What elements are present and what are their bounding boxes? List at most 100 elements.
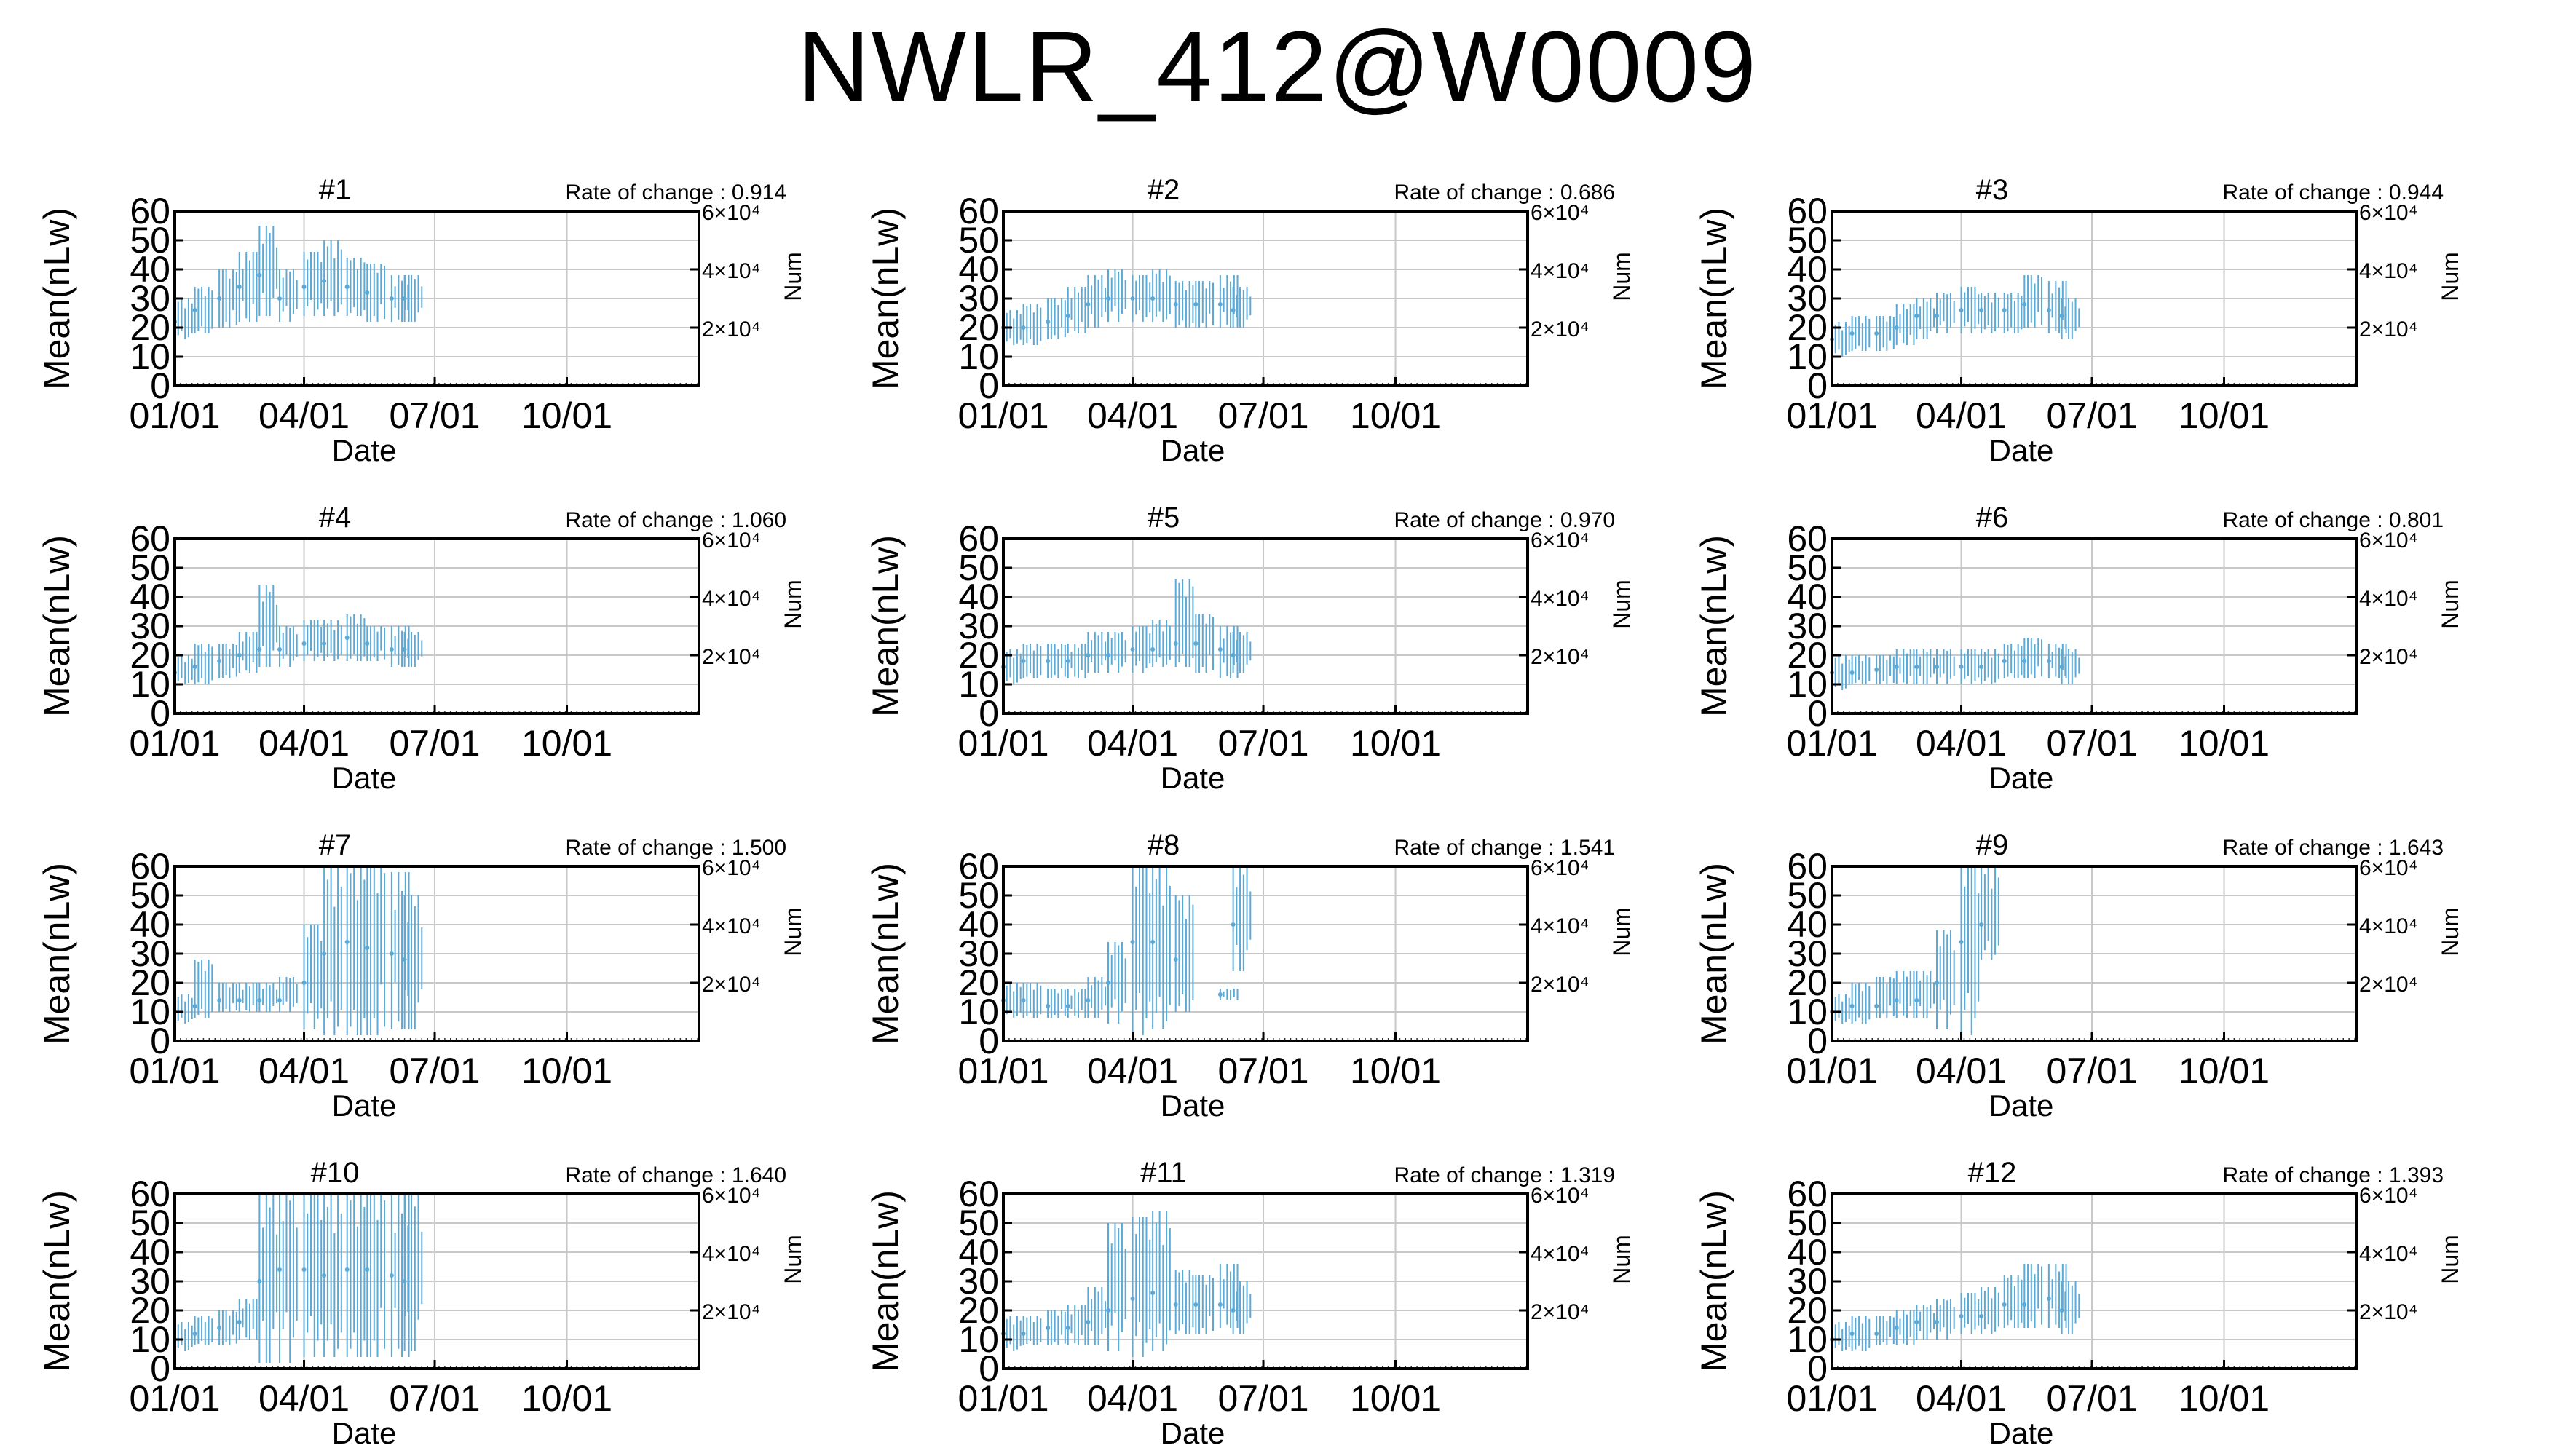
y-tick-label: 60 [958, 1174, 999, 1214]
y-tick-label: 40 [1787, 1232, 1828, 1273]
y-tick-label: 60 [958, 846, 999, 887]
y2-axis-label: Num [780, 907, 806, 957]
data-point [1150, 296, 1156, 301]
data-point [301, 1267, 307, 1272]
y-tick-label: 10 [1787, 992, 1828, 1032]
x-tick-label: 01/01 [129, 395, 220, 436]
data-point [1173, 957, 1178, 962]
y-tick-label: 40 [130, 1232, 170, 1273]
y2-axis-label: Num [2437, 907, 2463, 957]
panel-title: #3 [1976, 174, 2009, 206]
y-tick-label: 40 [1787, 249, 1828, 290]
y2-tick-label: 2×10⁴ [702, 973, 760, 997]
x-axis-label: Date [1989, 1088, 2054, 1123]
data-point [192, 1004, 197, 1008]
data-point [365, 1267, 370, 1272]
x-tick-label: 10/01 [521, 1378, 612, 1419]
y-tick-label: 30 [130, 1261, 170, 1302]
data-point [1894, 325, 1899, 330]
y2-tick-label: 4×10⁴ [702, 587, 760, 611]
rate-of-change-label: Rate of change : 0.914 [565, 181, 786, 205]
data-point [344, 940, 350, 944]
x-tick-label: 01/01 [957, 1378, 1049, 1419]
x-tick-label: 04/01 [1087, 1378, 1178, 1419]
data-point [1106, 296, 1110, 301]
y2-tick-label: 4×10⁴ [702, 259, 760, 283]
y2-tick-label: 4×10⁴ [1531, 587, 1589, 611]
data-point [217, 998, 222, 1002]
y-tick-label: 10 [958, 1319, 999, 1360]
panel-title: #12 [1968, 1157, 2017, 1189]
x-tick-label: 04/01 [1916, 1378, 2007, 1419]
data-point [1065, 1326, 1070, 1330]
data-point [237, 998, 242, 1002]
data-point [1086, 998, 1091, 1002]
data-point [1874, 668, 1879, 672]
data-point [1217, 992, 1223, 997]
y-tick-label: 30 [958, 933, 999, 974]
x-tick-label: 10/01 [521, 395, 612, 436]
data-point [2002, 659, 2007, 663]
x-tick-label: 04/01 [1916, 1051, 2007, 1091]
data-point [217, 1326, 222, 1330]
y-axis-label: Mean(nLw) [1694, 863, 1734, 1045]
data-point [1217, 647, 1223, 652]
data-point [1046, 320, 1051, 324]
y-tick-label: 40 [958, 577, 999, 617]
y2-tick-label: 4×10⁴ [1531, 914, 1589, 938]
data-point [1193, 641, 1198, 646]
y-tick-label: 20 [130, 1290, 170, 1331]
y-tick-label: 30 [130, 278, 170, 319]
y-tick-label: 20 [130, 307, 170, 348]
x-tick-label: 04/01 [1087, 723, 1178, 764]
y2-tick-label: 2×10⁴ [2359, 645, 2417, 669]
y-axis-label: Mean(nLw) [36, 207, 77, 389]
y2-tick-label: 6×10⁴ [1531, 856, 1589, 880]
y-tick-label: 30 [958, 1261, 999, 1302]
y-tick-label: 20 [1787, 307, 1828, 348]
rate-of-change-label: Rate of change : 1.640 [565, 1163, 786, 1187]
y-tick-label: 10 [958, 336, 999, 377]
data-point [1894, 1326, 1899, 1330]
y-tick-label: 50 [958, 220, 999, 261]
data-point [402, 1279, 407, 1283]
data-point [389, 647, 394, 652]
data-point [1046, 1326, 1051, 1330]
y-axis-label: Mean(nLw) [1694, 535, 1734, 717]
y-tick-label: 60 [130, 191, 170, 232]
x-tick-label: 07/01 [2046, 1051, 2137, 1091]
y-tick-label: 10 [130, 1319, 170, 1360]
data-point [1106, 653, 1110, 657]
data-point [192, 1332, 197, 1336]
data-point [257, 273, 262, 277]
y2-tick-label: 2×10⁴ [2359, 317, 2417, 341]
y2-tick-label: 2×10⁴ [1531, 645, 1589, 669]
x-tick-label: 10/01 [1350, 1378, 1441, 1419]
y-tick-label: 30 [1787, 933, 1828, 974]
x-tick-label: 10/01 [1350, 395, 1441, 436]
x-tick-label: 04/01 [258, 1378, 350, 1419]
data-point [257, 1279, 262, 1283]
y-axis-label: Mean(nLw) [865, 863, 906, 1045]
panel-title: #8 [1148, 829, 1180, 861]
x-tick-label: 10/01 [521, 723, 612, 764]
y2-tick-label: 6×10⁴ [702, 201, 760, 225]
data-point [192, 665, 197, 669]
data-point [1935, 665, 1939, 669]
y-tick-label: 30 [1787, 606, 1828, 646]
data-point [2046, 659, 2051, 663]
data-point [1874, 1004, 1879, 1008]
y-tick-label: 60 [1787, 846, 1828, 887]
y2-tick-label: 2×10⁴ [2359, 1300, 2417, 1324]
y-axis-label: Mean(nLw) [865, 207, 906, 389]
y-tick-label: 50 [958, 1203, 999, 1243]
rate-of-change-label: Rate of change : 0.801 [2222, 508, 2444, 532]
y-axis-label: Mean(nLw) [1694, 207, 1734, 389]
data-point [389, 296, 394, 301]
x-tick-label: 07/01 [1217, 1051, 1308, 1091]
data-point [1231, 308, 1236, 312]
